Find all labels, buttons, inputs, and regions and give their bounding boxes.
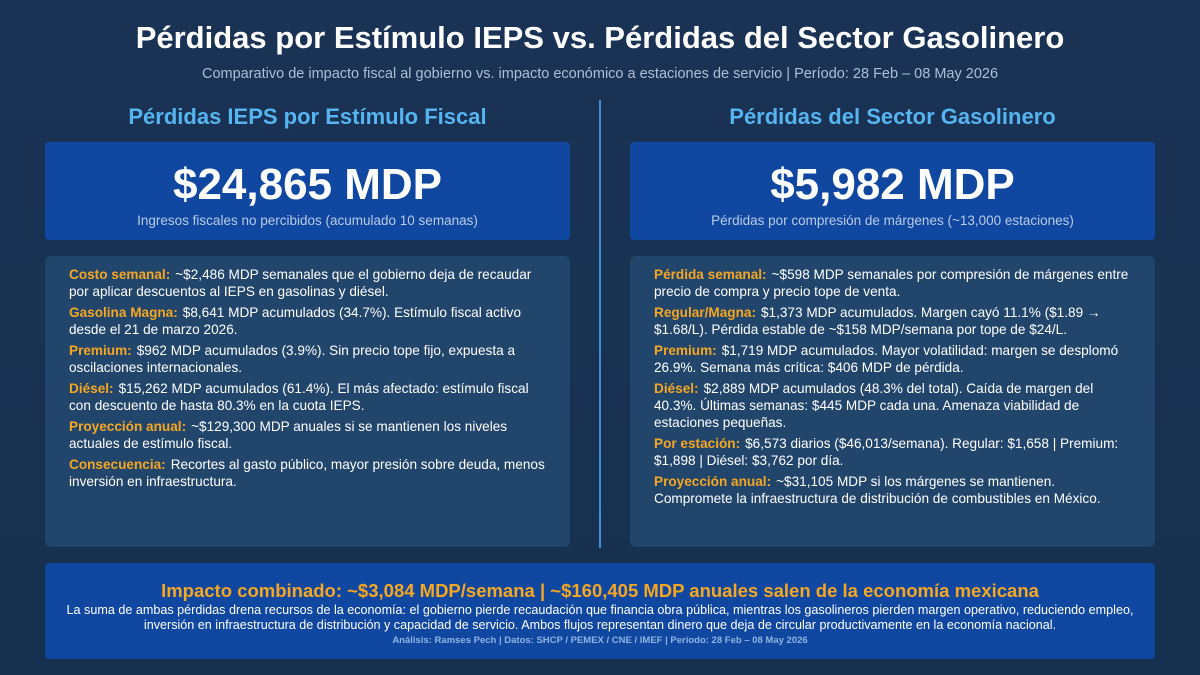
page-subtitle: Comparativo de impacto fiscal al gobiern… (201, 66, 999, 82)
detail-label: Proyección anual: (654, 474, 772, 489)
detail-text: $15,262 MDP acumulados (61.4%). El más a… (69, 381, 529, 413)
detail-item: Consecuencia: Recortes al gasto público, … (69, 456, 546, 490)
detail-label: Regular/Magna: (654, 305, 756, 320)
detail-label: Diésel: (654, 381, 699, 396)
detail-item: Costo semanal: ~$2,486 MDP semanales que … (69, 266, 546, 300)
detail-text: ~$2,486 MDP semanales que el gobierno de… (69, 267, 532, 299)
detail-text: $1,719 MDP acumulados. Mayor volatilidad… (654, 343, 1119, 375)
detail-item: Por estación: $6,573 diarios ($46,013/sem… (654, 435, 1131, 469)
combined-impact-headline: Impacto combinado: ~$3,084 MDP/semana | … (161, 580, 1039, 601)
detail-item: Proyección anual: ~$129,300 MDP anuales s… (69, 418, 546, 452)
right-column-heading: Pérdidas del Sector Gasolinero (729, 104, 1056, 129)
right-total-value: $5,982 MDP (770, 160, 1015, 209)
detail-item: Diésel: $2,889 MDP acumulados (48.3% del … (654, 380, 1131, 431)
detail-label: Por estación: (654, 436, 741, 451)
detail-label: Diésel: (69, 381, 114, 396)
detail-label: Premium: (69, 343, 132, 358)
detail-text: $6,573 diarios ($46,013/semana). Regular… (654, 436, 1119, 468)
detail-item: Gasolina Magna: $8,641 MDP acumulados (34… (69, 304, 546, 338)
detail-text: $2,889 MDP acumulados (48.3% del total).… (654, 381, 1094, 430)
detail-label: Costo semanal: (69, 267, 171, 282)
left-column-heading: Pérdidas IEPS por Estímulo Fiscal (128, 104, 487, 129)
right-details-panel: Pérdida semanal: ~$598 MDP semanales por … (630, 256, 1155, 547)
combined-impact-banner: Impacto combinado: ~$3,084 MDP/semana | … (45, 563, 1155, 659)
detail-text: $8,641 MDP acumulados (34.7%). Estímulo … (69, 305, 522, 337)
detail-text: ~$598 MDP semanales por compresión de má… (654, 267, 1129, 299)
combined-impact-description: La suma de ambas pérdidas drena recursos… (66, 603, 1134, 632)
right-total-caption: Pérdidas por compresión de márgenes (~13… (711, 213, 1074, 228)
detail-text: ~$129,300 MDP anuales si se mantienen lo… (69, 419, 508, 451)
source-credit: Análisis: Ramses Pech | Datos: SHCP / PE… (392, 635, 808, 646)
right-total-card: $5,982 MDP Pérdidas por compresión de má… (630, 142, 1155, 240)
detail-label: Premium: (654, 343, 717, 358)
page-title: Pérdidas por Estímulo IEPS vs. Pérdidas … (135, 20, 1065, 55)
detail-item: Pérdida semanal: ~$598 MDP semanales por … (654, 266, 1131, 300)
left-total-caption: Ingresos fiscales no percibidos (acumula… (137, 213, 478, 228)
detail-label: Pérdida semanal: (654, 267, 767, 282)
column-divider (599, 100, 601, 548)
detail-label: Gasolina Magna: (69, 305, 178, 320)
detail-item: Regular/Magna: $1,373 MDP acumulados. Mar… (654, 304, 1131, 338)
left-total-card: $24,865 MDP Ingresos fiscales no percibi… (45, 142, 570, 240)
left-total-value: $24,865 MDP (172, 160, 443, 209)
detail-text: ~$31,105 MDP si los márgenes se mantiene… (654, 474, 1101, 506)
detail-label: Consecuencia: (69, 457, 166, 472)
detail-item: Diésel: $15,262 MDP acumulados (61.4%). E… (69, 380, 546, 414)
detail-text: Recortes al gasto público, mayor presión… (69, 457, 545, 489)
detail-text: $1,373 MDP acumulados. Margen cayó 11.1%… (654, 305, 1101, 337)
detail-item: Premium: $1,719 MDP acumulados. Mayor vol… (654, 342, 1131, 376)
detail-label: Proyección anual: (69, 419, 187, 434)
left-details-panel: Costo semanal: ~$2,486 MDP semanales que … (45, 256, 570, 547)
detail-item: Proyección anual: ~$31,105 MDP si los már… (654, 473, 1131, 507)
detail-text: $962 MDP acumulados (3.9%). Sin precio t… (69, 343, 516, 375)
detail-item: Premium: $962 MDP acumulados (3.9%). Sin … (69, 342, 546, 376)
